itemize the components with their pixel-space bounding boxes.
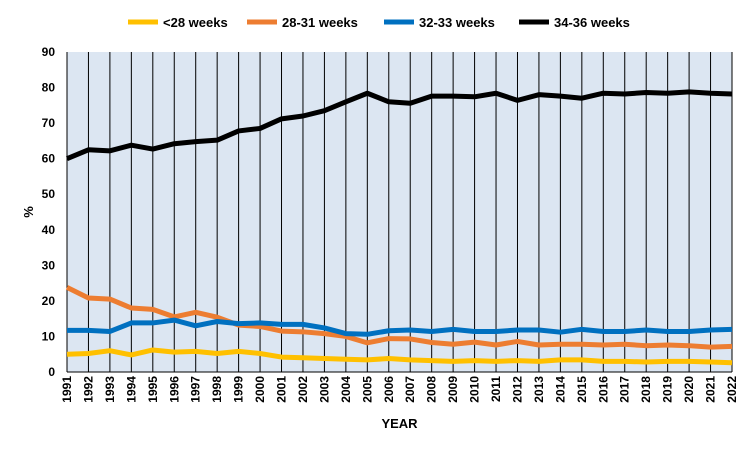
y-tick-label: 0 xyxy=(48,365,55,379)
x-tick-label: 1995 xyxy=(146,376,160,403)
x-tick-label: 1996 xyxy=(167,376,181,403)
x-tick-label: 2013 xyxy=(532,376,546,403)
y-axis-ticks: 0 10 20 30 40 50 60 70 80 90 xyxy=(42,45,56,379)
x-tick-label: 2015 xyxy=(575,376,589,403)
x-tick-label: 1994 xyxy=(124,376,138,403)
y-tick-label: 60 xyxy=(42,152,56,166)
y-tick-label: 10 xyxy=(42,329,56,343)
x-tick-label: 2010 xyxy=(468,376,482,403)
x-tick-label: 2019 xyxy=(661,376,675,403)
x-tick-label: 2003 xyxy=(317,376,331,403)
y-tick-label: 70 xyxy=(42,116,56,130)
series-line-32-33-weeks xyxy=(67,317,733,337)
series-line-28-weeks xyxy=(66,347,733,366)
x-tick-label: 2008 xyxy=(425,376,439,403)
y-tick-label: 30 xyxy=(42,258,56,272)
legend: <28 weeks 28-31 weeks 32-33 weeks 34-36 wee… xyxy=(128,15,630,30)
series-line-28-31-weeks xyxy=(65,285,733,350)
legend-label-32-33-weeks: 32-33 weeks xyxy=(419,15,495,30)
x-tick-label: 2007 xyxy=(403,376,417,403)
x-tick-label: 2004 xyxy=(339,376,353,403)
x-tick-label: 2005 xyxy=(360,376,374,403)
y-tick-label: 50 xyxy=(42,187,56,201)
series-line-34-36-weeks xyxy=(66,89,733,161)
y-tick-label: 20 xyxy=(42,294,56,308)
x-tick-label: 1999 xyxy=(232,376,246,403)
x-tick-label: 2022 xyxy=(725,376,739,403)
x-tick-label: 1998 xyxy=(210,376,224,403)
x-tick-label: 2000 xyxy=(253,376,267,403)
axes xyxy=(66,52,732,373)
y-tick-label: 40 xyxy=(42,223,56,237)
y-axis-title: % xyxy=(21,206,36,218)
legend-label-34-36-weeks: 34-36 weeks xyxy=(554,15,630,30)
x-tick-label: 1991 xyxy=(60,376,74,403)
legend-label-28-weeks: <28 weeks xyxy=(163,15,228,30)
x-axis-title: YEAR xyxy=(381,416,418,431)
y-tick-label: 90 xyxy=(42,45,56,59)
x-tick-label: 2001 xyxy=(275,376,289,403)
y-tick-label: 80 xyxy=(42,81,56,95)
x-tick-label: 1992 xyxy=(81,376,95,403)
x-tick-label: 1997 xyxy=(189,376,203,403)
x-tick-label: 2021 xyxy=(704,376,718,403)
x-axis-ticks: 1991 1992 1993 1994 1995 1996 1997 1998 1999 2000… xyxy=(60,376,739,403)
x-tick-label: 2006 xyxy=(382,376,396,403)
x-tick-label: 2016 xyxy=(596,376,610,403)
x-tick-label: 1993 xyxy=(103,376,117,403)
x-tick-label: 2012 xyxy=(510,376,524,403)
x-tick-label: 2020 xyxy=(682,376,696,403)
series-lines xyxy=(65,89,733,366)
legend-label-28-31-weeks: 28-31 weeks xyxy=(282,15,358,30)
x-tick-label: 2018 xyxy=(639,376,653,403)
x-tick-label: 2002 xyxy=(296,376,310,403)
x-tick-label: 2011 xyxy=(489,376,503,402)
x-tick-label: 2014 xyxy=(553,376,567,403)
x-tick-label: 2009 xyxy=(446,376,460,403)
x-tick-label: 2017 xyxy=(618,376,632,403)
